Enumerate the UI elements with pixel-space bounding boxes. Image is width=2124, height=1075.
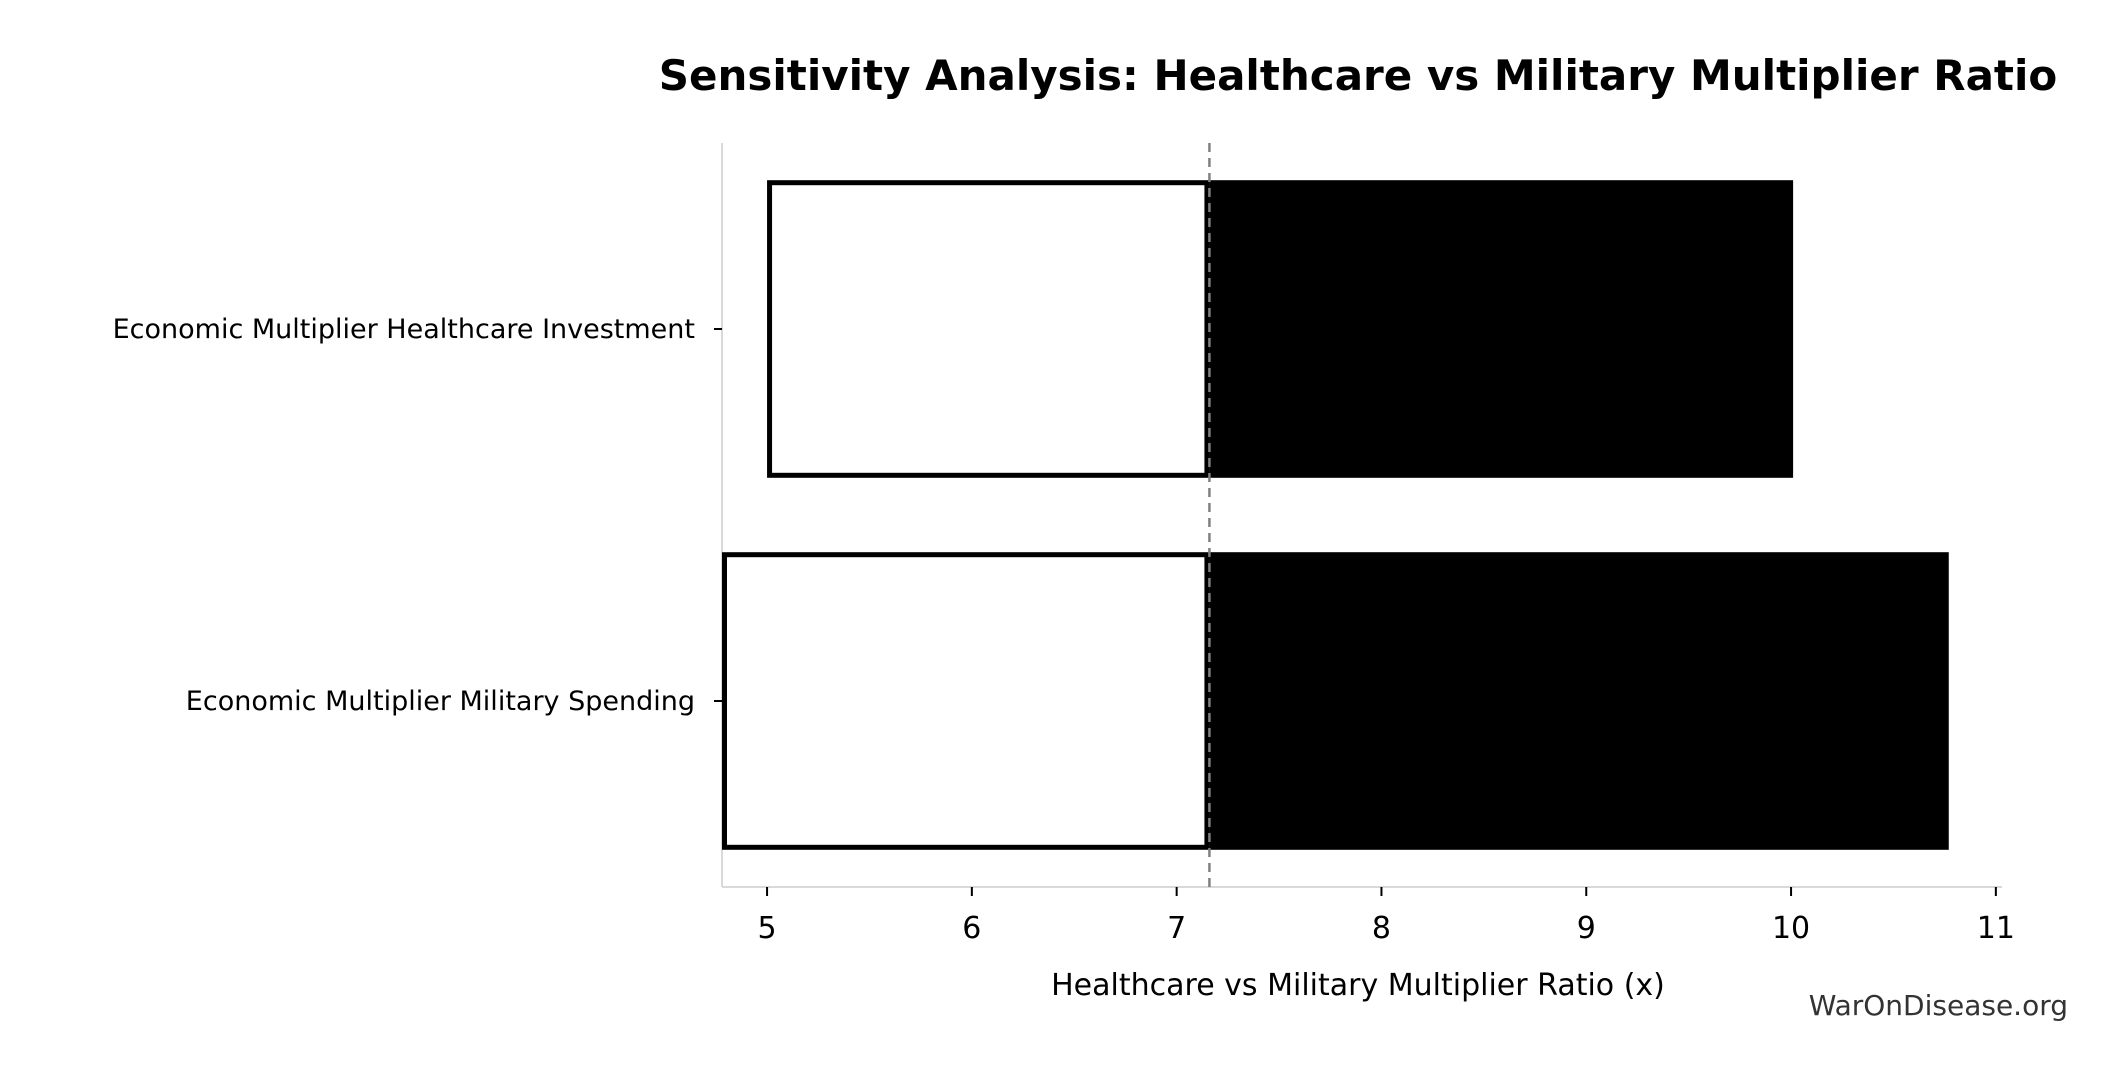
x-axis-title: Healthcare vs Military Multiplier Ratio … <box>1051 968 1665 1003</box>
bar-low <box>722 552 1210 850</box>
x-tick-label: 5 <box>758 911 777 946</box>
bar-high <box>1209 180 1794 478</box>
bar-low <box>767 180 1210 478</box>
bar-high <box>1209 552 1949 850</box>
x-tick-label: 11 <box>1977 911 2015 946</box>
x-tick-label: 10 <box>1772 911 1810 946</box>
x-tick-label: 6 <box>962 911 981 946</box>
x-tick-label: 8 <box>1372 911 1391 946</box>
plot-area: Economic Multiplier Healthcare Investmen… <box>113 143 2015 946</box>
category-label: Economic Multiplier Military Spending <box>186 686 695 717</box>
watermark: WarOnDisease.org <box>1809 989 2068 1022</box>
x-tick-label: 7 <box>1167 911 1186 946</box>
chart-title: Sensitivity Analysis: Healthcare vs Mili… <box>659 51 2057 100</box>
x-tick-label: 9 <box>1577 911 1596 946</box>
category-label: Economic Multiplier Healthcare Investmen… <box>113 314 695 345</box>
